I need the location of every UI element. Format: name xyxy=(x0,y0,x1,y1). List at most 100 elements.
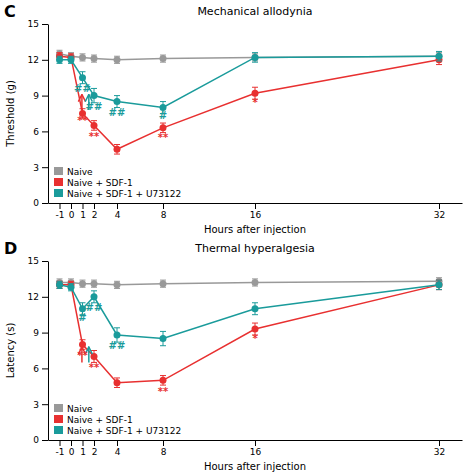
marker xyxy=(114,379,121,386)
annotation: ## xyxy=(86,302,103,313)
marker xyxy=(160,124,167,131)
x-tick: 2 xyxy=(92,440,98,457)
legend-label: Naive + SDF-1 xyxy=(67,178,133,188)
y-tick: 3 xyxy=(33,400,48,410)
x-axis: -1012481632 xyxy=(49,203,463,220)
marker xyxy=(114,331,121,338)
y-tick-mark xyxy=(42,440,48,441)
marker xyxy=(68,56,75,63)
y-tick-mark xyxy=(42,167,48,168)
x-tick: 32 xyxy=(434,203,445,220)
error-bar xyxy=(91,291,97,303)
marker xyxy=(252,326,259,333)
y-tick-label: 15 xyxy=(28,19,39,29)
marker xyxy=(160,335,167,342)
x-tick-label: 32 xyxy=(434,447,445,457)
y-tick-mark xyxy=(42,131,48,132)
x-tick: 1 xyxy=(80,440,86,457)
annotation: ## xyxy=(109,340,126,351)
legend-swatch xyxy=(54,189,63,197)
y-axis-title: Threshold (g) xyxy=(5,80,16,148)
x-tick-label: -1 xyxy=(56,210,65,220)
marker xyxy=(56,281,63,288)
legend-item: Naive + SDF-1 xyxy=(54,415,133,425)
x-tick-label: 4 xyxy=(115,210,121,220)
error-bar xyxy=(114,56,120,63)
y-tick: 6 xyxy=(33,127,48,137)
legend-item: Naive xyxy=(54,167,93,177)
marker xyxy=(91,293,98,300)
series xyxy=(56,53,443,154)
y-tick-label: 12 xyxy=(28,55,39,65)
annotation: ** xyxy=(89,362,100,373)
y-tick-mark xyxy=(42,404,48,405)
error-bar xyxy=(91,351,97,363)
series-line xyxy=(60,56,440,149)
x-tick: 0 xyxy=(69,203,75,220)
y-tick-label: 15 xyxy=(28,256,39,266)
y-tick-label: 9 xyxy=(33,328,39,338)
x-tick-label: 2 xyxy=(92,447,98,457)
error-bar xyxy=(114,145,120,155)
arrow xyxy=(88,347,90,363)
legend-label: Naive + SDF-1 + U73122 xyxy=(67,426,181,436)
y-tick: 0 xyxy=(33,435,48,445)
error-bar xyxy=(436,280,442,290)
error-bar xyxy=(252,303,258,315)
error-bar xyxy=(436,53,442,60)
marker xyxy=(91,353,98,360)
y-tick-mark xyxy=(42,297,48,298)
x-tick-mark xyxy=(60,440,61,446)
y-tick-label: 12 xyxy=(28,292,39,302)
legend-item: Naive + SDF-1 + U73122 xyxy=(54,189,181,199)
y-tick-label: 0 xyxy=(33,435,39,445)
annotation: ## xyxy=(86,101,103,112)
annotation: ** xyxy=(89,131,100,142)
y-tick: 6 xyxy=(33,364,48,374)
panel-label: C xyxy=(4,2,16,21)
series-line xyxy=(60,56,440,107)
error-bar xyxy=(160,331,166,345)
marker xyxy=(114,281,121,288)
legend-swatch xyxy=(54,415,63,423)
marker xyxy=(114,146,121,153)
marker xyxy=(252,279,259,286)
x-tick: -1 xyxy=(56,203,65,220)
x-tick: 32 xyxy=(434,440,445,457)
x-tick-label: 16 xyxy=(250,210,262,220)
y-tick-mark xyxy=(42,203,48,204)
panel: -101248163203691215*******#######NaiveNa… xyxy=(4,2,463,235)
y-tick: 9 xyxy=(33,91,48,101)
annotation: ## xyxy=(109,107,126,118)
x-tick-mark xyxy=(94,440,95,446)
error-bar xyxy=(57,56,63,63)
marks xyxy=(56,50,443,154)
legend-label: Naive xyxy=(67,167,93,177)
y-tick: 9 xyxy=(33,328,48,338)
error-bar xyxy=(68,284,74,291)
y-tick-label: 6 xyxy=(33,364,39,374)
x-tick-label: 32 xyxy=(434,210,445,220)
error-bar xyxy=(57,281,63,288)
x-tick-label: 16 xyxy=(250,447,262,457)
error-bar xyxy=(91,121,97,131)
x-tick: 16 xyxy=(250,440,262,457)
x-tick-mark xyxy=(255,440,256,446)
marker xyxy=(252,54,259,61)
x-tick-mark xyxy=(117,440,118,446)
legend-item: Naive + SDF-1 xyxy=(54,178,133,188)
marker xyxy=(68,284,75,291)
error-bar xyxy=(436,51,442,61)
x-tick-mark xyxy=(255,203,256,209)
y-tick: 0 xyxy=(33,198,48,208)
marker xyxy=(114,56,121,63)
marker xyxy=(160,377,167,384)
marker xyxy=(91,122,98,129)
x-axis-title: Hours after injection xyxy=(204,224,306,235)
error-bar xyxy=(68,56,74,63)
annotation: ** xyxy=(77,115,88,126)
y-tick-label: 3 xyxy=(33,163,39,173)
x-tick-mark xyxy=(439,440,440,446)
marker xyxy=(252,305,259,312)
error-bar xyxy=(80,54,86,61)
